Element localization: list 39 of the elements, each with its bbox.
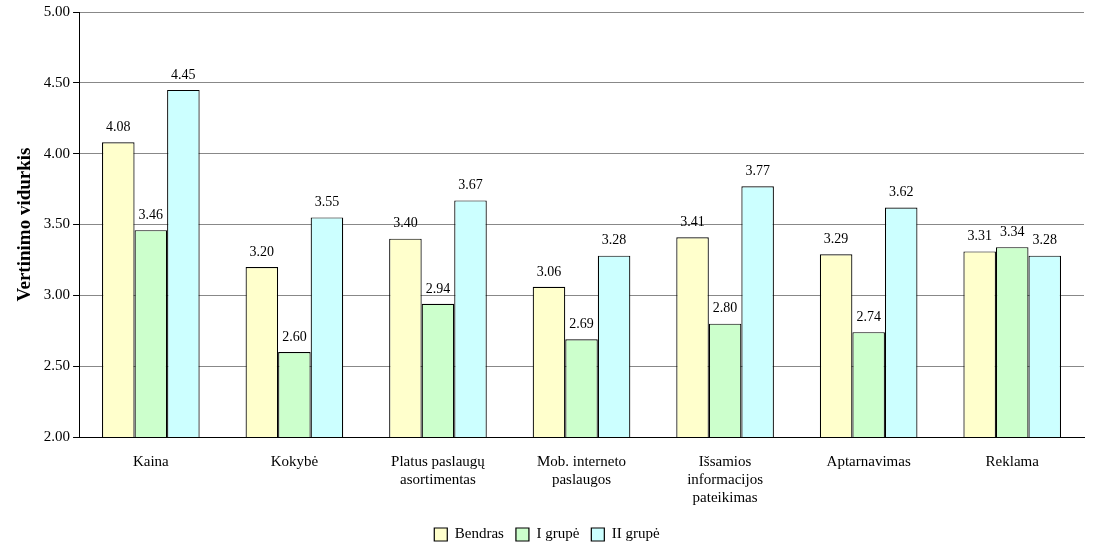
data-label: 3.55 [314, 194, 340, 210]
data-label: 3.41 [680, 213, 705, 229]
data-label: 3.06 [536, 263, 562, 279]
y-tick-label: 4.50 [43, 73, 71, 90]
x-tick-label: Išsamios informacijos pateikimas [687, 452, 764, 505]
x-tick-label: Kaina [132, 452, 170, 469]
y-tick-label: 4.00 [43, 144, 71, 161]
y-tick-label: 3.00 [43, 286, 71, 303]
x-tick-label: Kokybė [270, 452, 319, 469]
data-label: 3.29 [823, 230, 849, 246]
y-tick-label: 3.50 [43, 215, 71, 232]
x-tick-label: Mob. interneto paslaugos [536, 452, 627, 487]
data-label: 2.74 [856, 308, 881, 324]
data-label: 3.67 [458, 177, 483, 193]
legend-label: II grupė [611, 525, 661, 542]
data-label: 3.34 [999, 223, 1025, 239]
data-label: 4.45 [171, 66, 196, 82]
data-label: 3.46 [138, 206, 164, 222]
data-label: 3.62 [888, 184, 914, 200]
x-tick-label: Aptarnavimas [826, 452, 911, 469]
data-label: 2.80 [712, 300, 738, 316]
y-tick-label: 2.00 [43, 427, 71, 444]
data-label: 2.94 [425, 280, 451, 296]
data-label: 3.40 [393, 215, 418, 231]
y-tick-label: 2.50 [43, 357, 71, 374]
data-label: 3.28 [601, 232, 627, 248]
data-label: 3.28 [1032, 232, 1058, 248]
data-label: 3.31 [967, 228, 992, 244]
legend-label: I grupė [536, 525, 580, 542]
data-label: 3.20 [249, 243, 275, 259]
x-tick-label: Platus paslaugų asortimentas [391, 452, 486, 487]
data-label: 4.08 [106, 119, 131, 135]
y-axis-title: Vertinimo vidurkis [13, 147, 35, 302]
x-tick-label: Reklama [985, 452, 1040, 469]
data-label: 3.77 [745, 162, 770, 178]
data-label: 2.69 [569, 315, 594, 331]
legend-label: Bendras [454, 525, 505, 542]
y-tick-label: 5.00 [43, 2, 71, 19]
data-label: 2.60 [282, 328, 307, 344]
